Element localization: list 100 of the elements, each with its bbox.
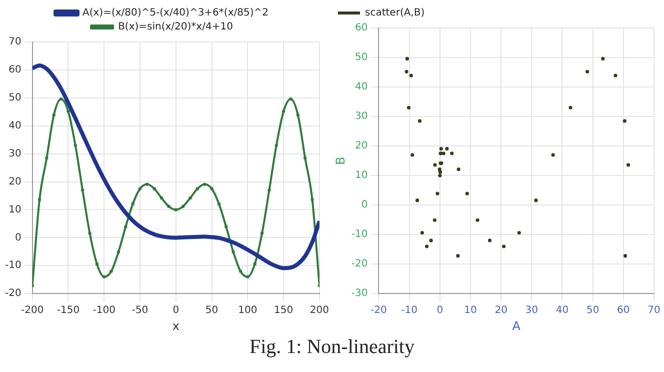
point xyxy=(274,144,278,148)
point xyxy=(418,119,422,123)
point xyxy=(415,198,420,202)
point xyxy=(196,187,200,190)
point xyxy=(138,187,142,190)
point xyxy=(131,202,134,206)
point xyxy=(152,187,156,190)
point xyxy=(246,275,250,278)
point xyxy=(238,270,242,273)
point xyxy=(465,192,469,196)
y-tick-label: 20 xyxy=(8,176,22,188)
y-tick-label: 10 xyxy=(8,204,22,216)
y-tick-label: 70 xyxy=(8,36,22,48)
point xyxy=(160,196,164,200)
point xyxy=(45,156,48,160)
x-tick-label: 30 xyxy=(525,305,538,316)
x-tick-label: -200 xyxy=(20,305,44,316)
y-tick-label: 50 xyxy=(355,52,368,64)
y-tick-label: 20 xyxy=(355,140,368,152)
y-tick-label: 30 xyxy=(355,111,368,122)
point xyxy=(420,231,424,235)
point xyxy=(517,231,521,235)
y-tick-label: 50 xyxy=(8,92,22,104)
point xyxy=(614,74,618,78)
y-tick-label: 60 xyxy=(8,64,22,76)
point xyxy=(203,182,206,186)
y-tick-label: -10 xyxy=(351,229,368,240)
point xyxy=(438,174,442,178)
point xyxy=(110,270,113,273)
x-tick-label: 70 xyxy=(648,305,660,316)
x-tick-label: 0 xyxy=(172,305,180,316)
point xyxy=(80,188,84,192)
point xyxy=(438,168,442,172)
point xyxy=(66,110,70,113)
point xyxy=(439,146,443,150)
y-tick-label: -20 xyxy=(4,288,22,300)
point xyxy=(622,119,626,123)
legend-label: scatter(A,B) xyxy=(365,8,425,19)
x-tick-label: -20 xyxy=(370,305,387,316)
point xyxy=(456,168,460,172)
point xyxy=(310,198,314,202)
point xyxy=(476,218,480,222)
y-tick-label: 40 xyxy=(355,82,368,93)
legend-label: B(x)=sin(x/20)*x/4+10 xyxy=(118,22,233,33)
point xyxy=(74,144,77,148)
point xyxy=(253,262,256,266)
point xyxy=(405,56,409,60)
point xyxy=(626,163,630,167)
point xyxy=(304,156,307,160)
point xyxy=(59,97,63,101)
point xyxy=(601,56,605,60)
point xyxy=(146,182,149,186)
x-tick-label: -50 xyxy=(132,305,148,316)
y-tick-label: 0 xyxy=(14,232,22,244)
y-tick-label: -30 xyxy=(351,288,368,300)
x-tick-label: 40 xyxy=(556,305,569,316)
point xyxy=(289,97,292,101)
point xyxy=(116,250,120,254)
x-tick-label: 100 xyxy=(238,305,258,316)
point xyxy=(551,153,555,157)
point xyxy=(181,204,185,208)
x-tick-label: 150 xyxy=(274,305,294,316)
caption: Fig. 1: Non-linearity xyxy=(248,336,416,359)
point xyxy=(188,196,192,200)
point xyxy=(296,113,300,117)
point xyxy=(38,198,42,202)
point xyxy=(224,225,228,228)
point xyxy=(260,232,264,235)
point xyxy=(432,218,437,222)
point xyxy=(534,198,538,202)
point xyxy=(217,202,221,206)
y-tick-label: 30 xyxy=(8,148,22,160)
point xyxy=(232,250,235,254)
x-axis-title: x xyxy=(172,318,180,333)
point xyxy=(445,146,449,150)
point xyxy=(88,232,92,235)
x-tick-label: 200 xyxy=(310,305,330,316)
point xyxy=(409,74,413,78)
y-tick-label: -20 xyxy=(351,258,368,270)
point xyxy=(52,113,56,117)
point xyxy=(568,106,572,110)
point xyxy=(623,254,628,258)
x-tick-label: -10 xyxy=(401,305,418,316)
x-tick-label: -150 xyxy=(56,305,80,316)
x-axis-title: A xyxy=(512,318,522,333)
x-tick-label: 50 xyxy=(586,305,600,316)
point xyxy=(502,244,506,248)
point xyxy=(424,244,429,248)
point xyxy=(124,225,128,228)
point xyxy=(174,208,178,212)
point xyxy=(450,152,454,156)
x-tick-label: 20 xyxy=(494,305,508,316)
point xyxy=(95,262,99,266)
point xyxy=(442,152,446,156)
point xyxy=(436,192,440,196)
point xyxy=(433,163,437,167)
point xyxy=(268,188,271,192)
point xyxy=(410,153,414,157)
x-tick-label: 10 xyxy=(464,305,477,316)
point xyxy=(429,238,433,242)
